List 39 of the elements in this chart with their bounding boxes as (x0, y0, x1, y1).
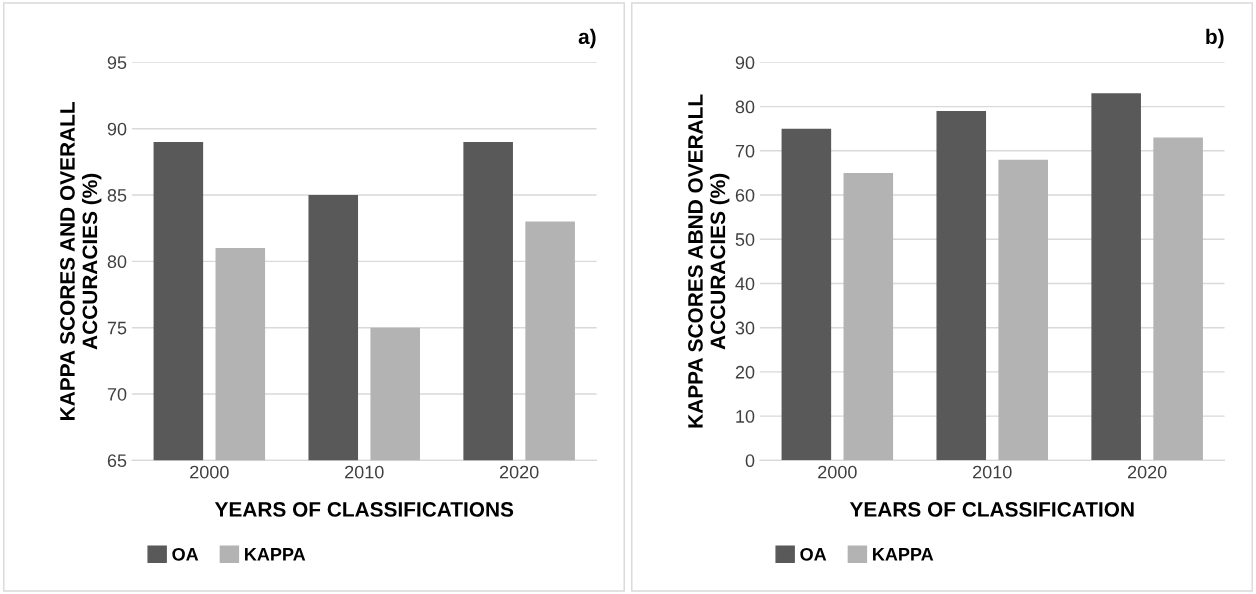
legend-label: OA (800, 547, 827, 561)
y-axis-title: KAPPA SCORES AND OVERALL ACCURACIES (%) (60, 102, 102, 420)
legend-label: KAPPA (873, 548, 934, 561)
bar (1091, 93, 1141, 461)
y-tick-label: 60 (735, 188, 755, 202)
x-axis-title: YEARS OF CLASSIFICATIONS (214, 502, 514, 517)
y-tick-label: 70 (735, 144, 755, 158)
y-tick-label: 80 (735, 100, 755, 114)
y-tick-label: 10 (736, 410, 755, 423)
y-tick-label: 50 (735, 233, 755, 246)
y-tick-label: 30 (735, 321, 755, 335)
y-tick-label: 75 (107, 321, 127, 335)
x-tick-label: 2010 (973, 465, 1012, 479)
x-tick-label: 2000 (818, 465, 857, 479)
bar (781, 128, 832, 461)
x-tick-label: 2010 (345, 465, 384, 479)
x-tick-label: 2000 (190, 465, 229, 479)
legend-label: KAPPA (245, 548, 306, 561)
bar (1153, 137, 1203, 461)
y-tick-label: 20 (735, 365, 755, 379)
y-tick-label: 40 (735, 277, 755, 291)
y-tick-label: 0 (745, 454, 755, 468)
y-tick-label: 85 (107, 188, 127, 202)
text: b) (1206, 28, 1224, 49)
bar (998, 159, 1049, 461)
y-tick-label: 90 (107, 122, 127, 136)
bar (843, 172, 894, 461)
y-tick-label: 90 (735, 56, 755, 70)
legend-label: OA (172, 547, 199, 561)
text: a) (578, 28, 596, 49)
bar (936, 111, 987, 461)
y-tick-label: 80 (107, 255, 127, 269)
y-tick-label: 95 (107, 56, 127, 70)
y-axis-title: KAPPA SCORES ABND OVERALL ACCURACIES (%) (688, 94, 730, 428)
y-tick-label: 65 (107, 454, 127, 468)
x-axis-title: YEARS OF CLASSIFICATION (849, 502, 1134, 517)
x-tick-label: 2020 (1127, 465, 1167, 479)
y-tick-label: 70 (107, 387, 127, 401)
x-tick-label: 2020 (499, 465, 539, 479)
